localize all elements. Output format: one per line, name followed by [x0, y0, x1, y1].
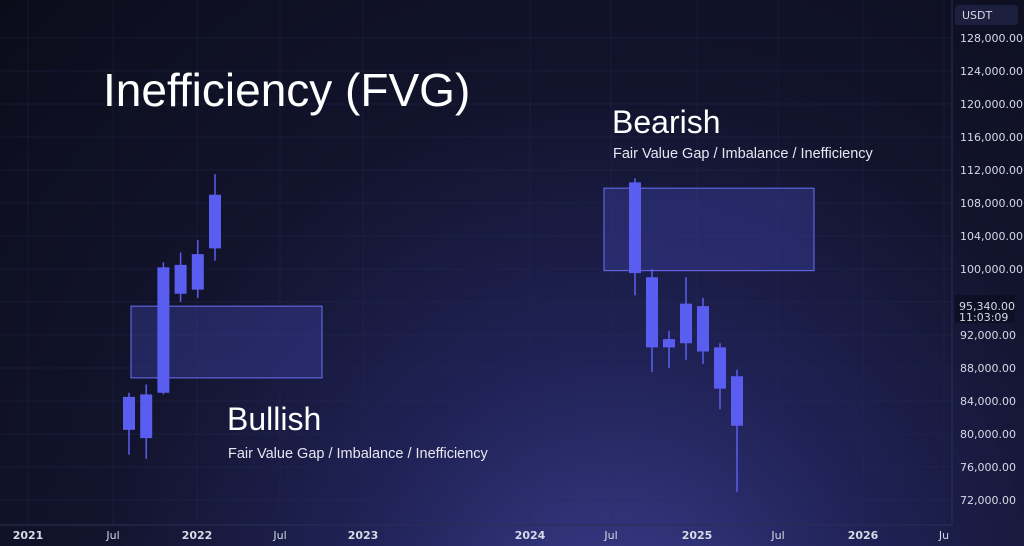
candle-body [174, 264, 187, 294]
y-tick-label: 76,000.00 [960, 461, 1016, 474]
bearish-candle [646, 269, 658, 373]
y-tick-label: 88,000.00 [960, 362, 1016, 375]
y-tick-label: 80,000.00 [960, 428, 1016, 441]
bullish-candle [174, 252, 187, 302]
y-tick-label: 92,000.00 [960, 329, 1016, 342]
bearish-candle [697, 297, 709, 364]
bullish-heading: Bullish [227, 401, 321, 437]
y-tick-label: 84,000.00 [960, 395, 1016, 408]
last-price-time: 11:03:09 [959, 311, 1008, 324]
x-tick-label: Jul [603, 529, 617, 542]
candle-body [123, 396, 135, 430]
candle-body [714, 347, 726, 389]
y-tick-label: 124,000.00 [960, 65, 1023, 78]
bullish-candle [123, 392, 135, 455]
last-price-value: 95,340.00 [959, 300, 1015, 313]
candle-body [629, 182, 641, 274]
currency-label: USDT [962, 9, 993, 22]
fvg-zones [130, 187, 815, 379]
bullish-candle [191, 240, 204, 298]
bearish-candle [629, 178, 641, 296]
price-axis[interactable]: 72,000.00 76,000.00 80,000.00 84,000.00 88,0… [951, 0, 1023, 525]
candle-body [157, 267, 170, 393]
candle-body [680, 303, 692, 344]
currency-badge[interactable]: USDT [955, 5, 1018, 25]
y-tick-label: 128,000.00 [960, 32, 1023, 45]
last-price-label: 95,340.00 11:03:09 [955, 295, 1015, 324]
time-axis[interactable]: 2021 Jul 2022 Jul 2023 2024 Jul 2025 Jul 2026 Ju [0, 524, 952, 542]
candle-body [646, 277, 658, 348]
bullish-candle [140, 384, 153, 459]
bullish-candle [157, 262, 170, 395]
bearish-subtitle: Fair Value Gap / Imbalance / Inefficienc… [613, 146, 874, 162]
bullish-subtitle: Fair Value Gap / Imbalance / Inefficienc… [228, 446, 489, 462]
x-tick-label: Jul [272, 529, 286, 542]
y-tick-label: 108,000.00 [960, 197, 1023, 210]
candle-body [663, 339, 675, 348]
y-tick-label: 120,000.00 [960, 98, 1023, 111]
candle-body [191, 254, 204, 290]
x-tick-label: Jul [105, 529, 119, 542]
y-tick-label: 112,000.00 [960, 164, 1023, 177]
x-tick-label: Jul [770, 529, 784, 542]
y-tick-label: 104,000.00 [960, 230, 1023, 243]
bearish-heading: Bearish [612, 104, 721, 140]
candle-body [140, 394, 153, 439]
bearish-candle [714, 343, 726, 410]
x-tick-label: 2022 [182, 529, 213, 542]
x-tick-label: 2026 [848, 529, 879, 542]
x-tick-label: 2023 [348, 529, 379, 542]
bearish-candle [731, 369, 743, 492]
x-tick-label: 2025 [682, 529, 713, 542]
y-tick-label: 100,000.00 [960, 263, 1023, 276]
candle-body [731, 376, 743, 426]
x-tick-label: Ju [938, 529, 949, 542]
bearish-candle [680, 277, 692, 360]
bullish-candle [209, 174, 221, 261]
bearish-candle [663, 330, 675, 368]
x-tick-label: 2021 [13, 529, 44, 542]
candle-body [209, 194, 221, 249]
candles [123, 174, 743, 492]
y-tick-label: 72,000.00 [960, 494, 1016, 507]
y-tick-label: 116,000.00 [960, 131, 1023, 144]
x-tick-label: 2024 [515, 529, 546, 542]
candle-body [697, 306, 709, 352]
chart-title: Inefficiency (FVG) [103, 64, 470, 116]
